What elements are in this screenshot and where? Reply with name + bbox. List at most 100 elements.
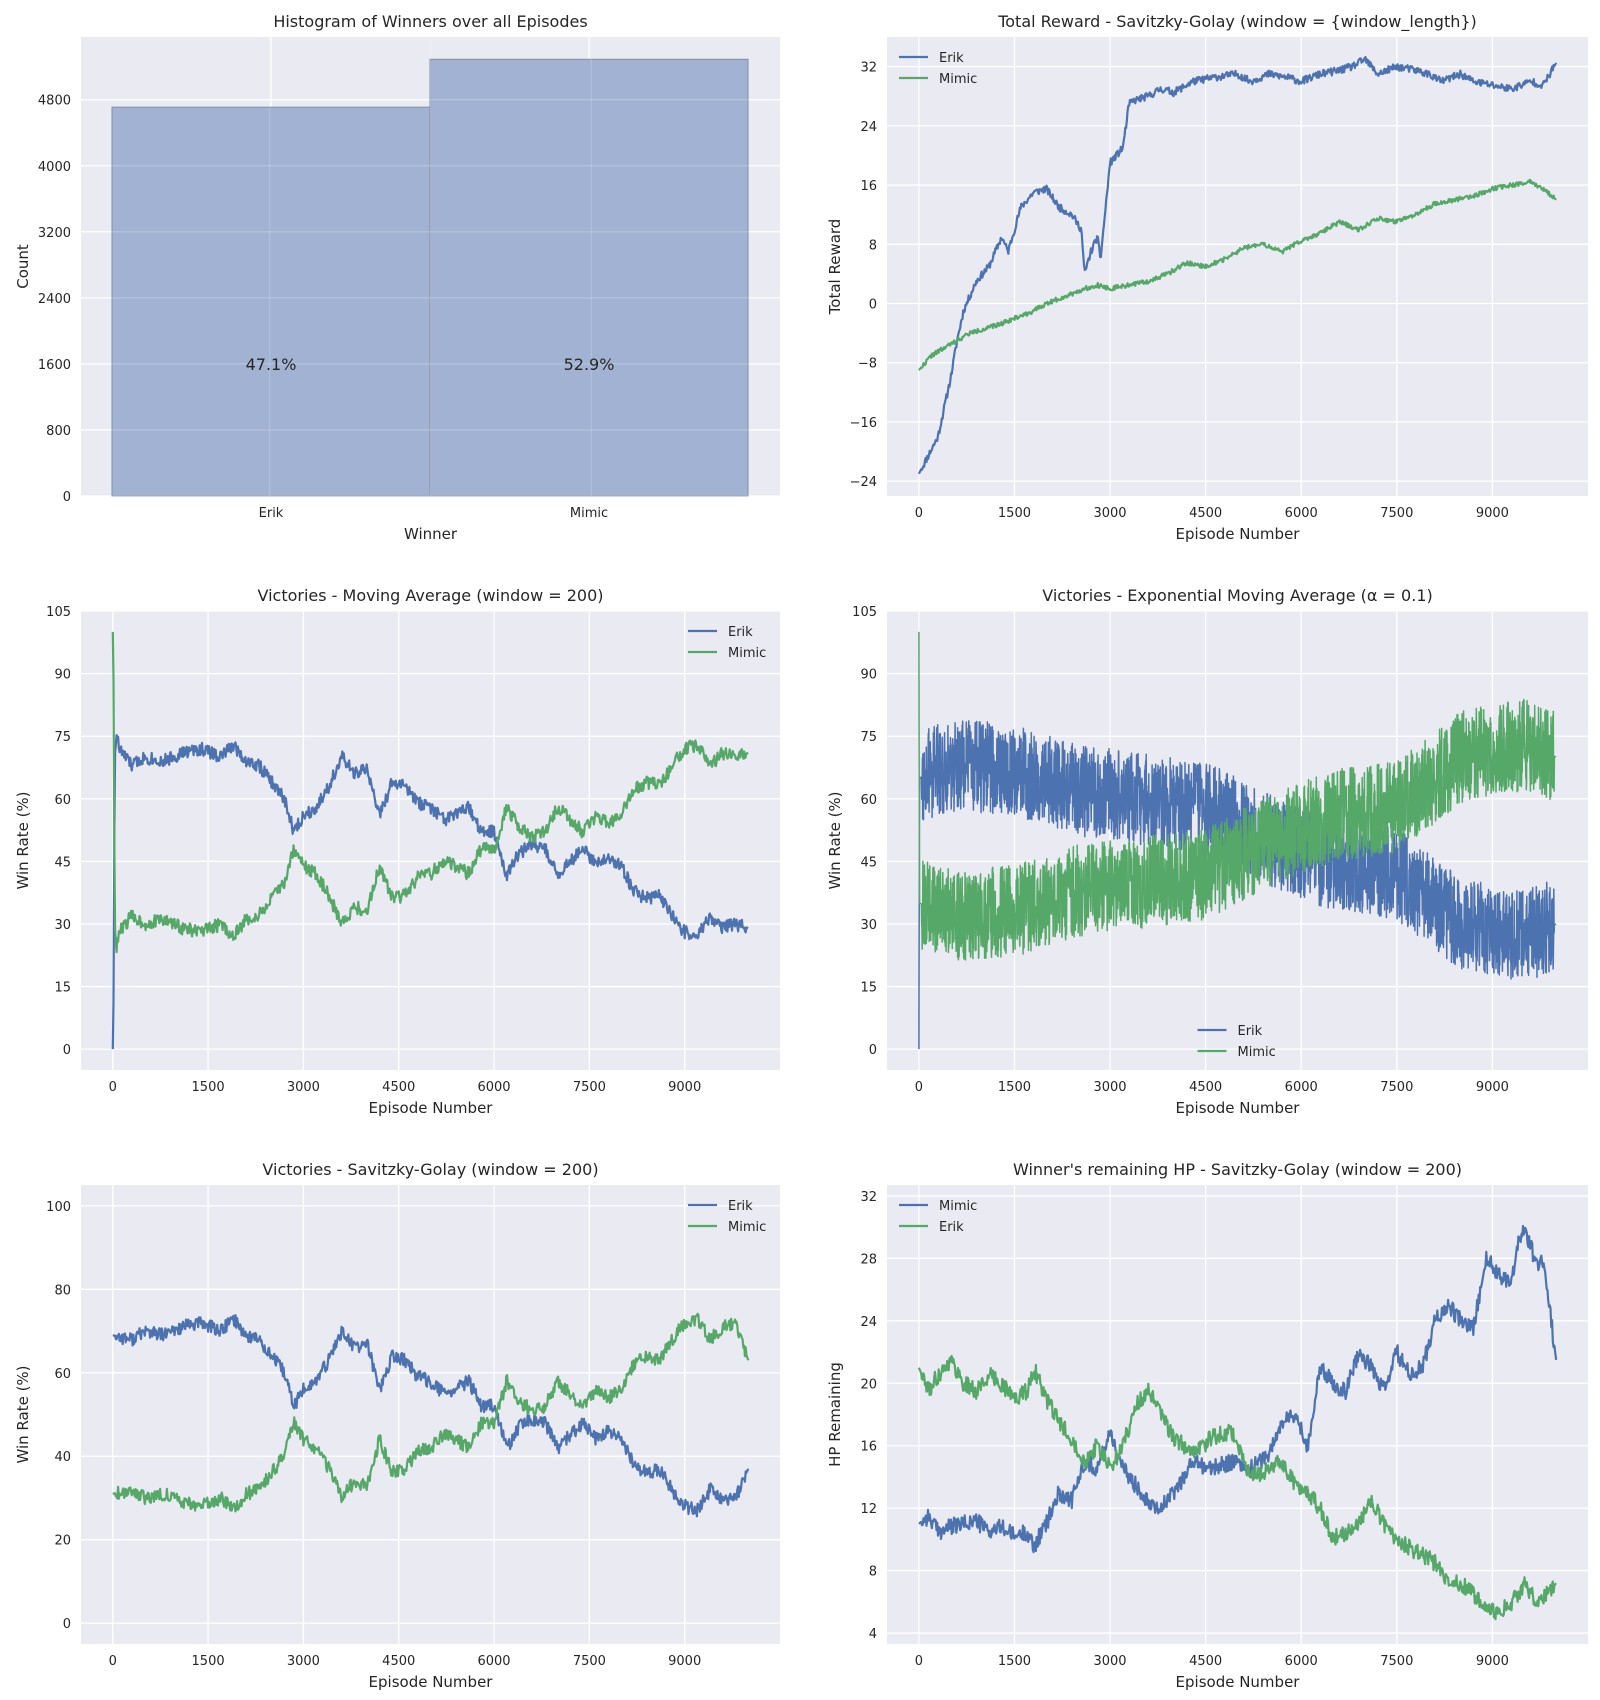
x-tick-label: 0 (109, 1654, 117, 1669)
chart-title: Histogram of Winners over all Episodes (273, 12, 587, 31)
legend-label: Mimic (728, 1220, 766, 1235)
x-tick-label: 3000 (1093, 506, 1126, 521)
x-tick-label: 9000 (1476, 1080, 1509, 1095)
y-tick-label: 0 (63, 490, 71, 505)
y-tick-label: 90 (860, 668, 877, 683)
x-tick-label: 3000 (287, 1654, 320, 1669)
bar-percent-label: 52.9% (564, 355, 615, 374)
x-tick-label: 4500 (382, 1080, 415, 1095)
series-line-erik (111, 733, 750, 1050)
x-tick-label: 1500 (192, 1654, 225, 1669)
bar-percent-label: 47.1% (246, 355, 297, 374)
y-tick-label: 1600 (38, 358, 71, 373)
chart-panel: Victories - Moving Average (window = 200… (14, 586, 780, 1117)
y-tick-label: −16 (850, 416, 877, 431)
y-tick-label: 75 (860, 730, 877, 745)
x-tick-label: 3000 (1093, 1080, 1126, 1095)
x-tick-label: 0 (915, 506, 923, 521)
x-tick-label: 1500 (998, 506, 1031, 521)
x-tick-label: 1500 (998, 1654, 1031, 1669)
chart-title: Victories - Savitzky-Golay (window = 200… (262, 1160, 598, 1179)
y-tick-label: 2400 (38, 292, 71, 307)
y-tick-label: 60 (54, 793, 71, 808)
chart-panel: Histogram of Winners over all Episodes 0 8… (14, 12, 780, 543)
y-tick-label: 24 (860, 120, 877, 135)
y-tick-label: 105 (46, 605, 71, 620)
legend-label: Mimic (939, 1199, 977, 1214)
y-axis-label: Win Rate (%) (14, 1365, 32, 1463)
plot-area (887, 1185, 1588, 1644)
y-axis-label: HP Remaining (826, 1362, 844, 1467)
x-tick-label: 6000 (1285, 1080, 1318, 1095)
x-axis-label: Episode Number (1176, 1099, 1301, 1117)
y-tick-label: 105 (852, 605, 877, 620)
x-tick-label: 7500 (573, 1654, 606, 1669)
x-tick-label: 4500 (1189, 506, 1222, 521)
plot-area (887, 37, 1588, 496)
series-line-mimic (918, 1224, 1558, 1554)
y-tick-label: 800 (46, 424, 71, 439)
legend-label: Erik (1238, 1024, 1263, 1039)
plot-area (81, 1185, 780, 1644)
x-tick-label: 3000 (287, 1080, 320, 1095)
y-tick-label: 100 (46, 1200, 71, 1215)
x-tick-label: 4500 (1189, 1654, 1222, 1669)
histogram-bar (111, 106, 431, 497)
histogram-bar (429, 58, 749, 497)
x-tick-label: 4500 (1189, 1080, 1222, 1095)
x-tick-label: 9000 (668, 1080, 701, 1095)
y-tick-label: 15 (54, 981, 71, 996)
y-tick-label: 20 (860, 1377, 877, 1392)
x-tick-label: 7500 (1380, 506, 1413, 521)
x-axis-label: Episode Number (1176, 525, 1301, 543)
x-tick-label: Erik (259, 506, 284, 521)
legend-label: Erik (939, 51, 964, 66)
y-axis-label: Total Reward (826, 219, 844, 316)
y-tick-label: 20 (54, 1534, 71, 1549)
y-tick-label: 15 (860, 981, 877, 996)
chart-panel: Winner's remaining HP - Savitzky-Golay (… (826, 1160, 1588, 1691)
y-tick-label: 4000 (38, 160, 71, 175)
x-tick-label: 0 (109, 1080, 117, 1095)
plot-area (81, 611, 780, 1070)
x-tick-label: 3000 (1093, 1654, 1126, 1669)
y-tick-label: 30 (860, 918, 877, 933)
y-tick-label: 0 (869, 298, 877, 313)
legend-label: Mimic (939, 72, 977, 87)
y-tick-label: 80 (54, 1283, 71, 1298)
y-tick-label: 24 (860, 1315, 877, 1330)
x-tick-label: 1500 (998, 1080, 1031, 1095)
x-tick-label: 7500 (1380, 1654, 1413, 1669)
x-tick-label: 9000 (668, 1654, 701, 1669)
chart-title: Victories - Exponential Moving Average (… (1042, 586, 1432, 605)
y-tick-label: −24 (850, 475, 877, 490)
x-tick-label: 1500 (192, 1080, 225, 1095)
y-axis-label: Count (14, 244, 32, 289)
legend-label: Erik (939, 1220, 964, 1235)
x-tick-label: 6000 (477, 1080, 510, 1095)
x-axis-label: Episode Number (369, 1673, 494, 1691)
y-tick-label: 30 (54, 918, 71, 933)
x-tick-label: 4500 (382, 1654, 415, 1669)
y-tick-label: 45 (860, 855, 877, 870)
y-tick-label: 12 (860, 1502, 877, 1517)
x-tick-label: 7500 (573, 1080, 606, 1095)
legend-label: Erik (728, 1199, 753, 1214)
x-axis-label: Winner (404, 525, 458, 543)
y-tick-label: 28 (860, 1252, 877, 1267)
x-tick-label: 6000 (1285, 506, 1318, 521)
x-tick-label: 9000 (1476, 506, 1509, 521)
y-tick-label: 8 (869, 238, 877, 253)
y-tick-label: 32 (860, 61, 877, 76)
series-line-erik (917, 55, 1558, 475)
series-line-erik (918, 720, 1557, 1050)
y-tick-label: 90 (54, 668, 71, 683)
x-axis-label: Episode Number (369, 1099, 494, 1117)
chart-title: Winner's remaining HP - Savitzky-Golay (… (1013, 1160, 1462, 1179)
y-tick-label: 0 (869, 1043, 877, 1058)
y-tick-label: 3200 (38, 226, 71, 241)
x-tick-label: 7500 (1380, 1080, 1413, 1095)
y-tick-label: 40 (54, 1450, 71, 1465)
y-axis-label: Win Rate (%) (826, 791, 844, 889)
